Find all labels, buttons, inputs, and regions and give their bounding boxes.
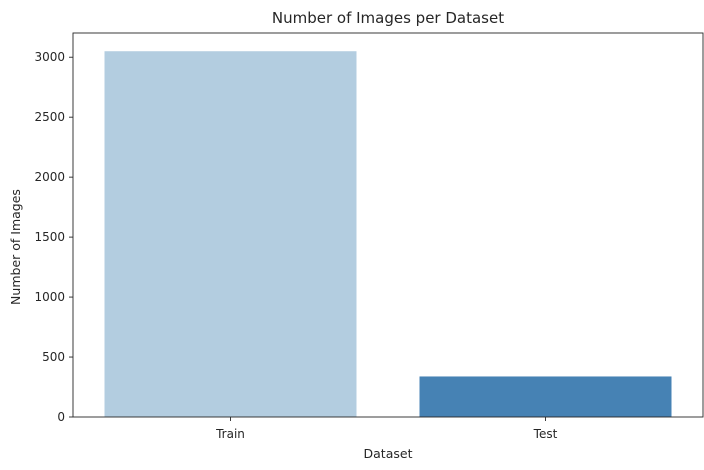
- y-tick-label: 3000: [34, 50, 65, 64]
- x-tick-label: Test: [533, 427, 558, 441]
- y-tick-label: 2500: [34, 110, 65, 124]
- chart-title: Number of Images per Dataset: [272, 9, 504, 27]
- plot-frame: [72, 32, 704, 418]
- x-tick-label: Train: [215, 427, 245, 441]
- plot-area: Train Test 0 500 1000 1500 2000 2500 3000: [34, 32, 704, 441]
- y-tick-label: 1500: [34, 230, 65, 244]
- y-tick-label: 1000: [34, 290, 65, 304]
- y-axis-label: Number of Images: [8, 189, 23, 305]
- bar-test: [419, 376, 672, 417]
- bar-train: [104, 51, 357, 417]
- y-tick-label: 500: [42, 350, 65, 364]
- x-axis-label: Dataset: [364, 446, 413, 461]
- y-tick-label: 2000: [34, 170, 65, 184]
- y-tick-label: 0: [57, 410, 65, 424]
